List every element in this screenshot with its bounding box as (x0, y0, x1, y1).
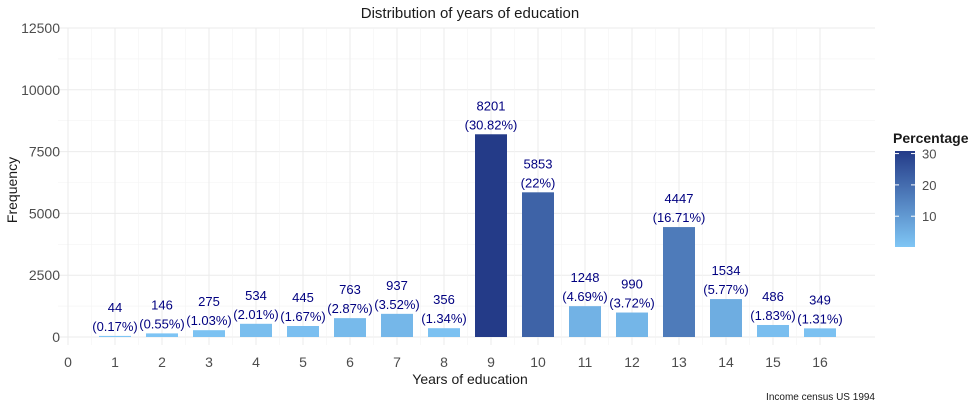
x-tick-label: 11 (578, 354, 593, 370)
bar-percent-label: (1.83%) (750, 308, 796, 323)
bar-percent-label: (1.31%) (797, 311, 843, 326)
chart-title: Distribution of years of education (361, 5, 579, 22)
legend-ticks: 10 20 30 (895, 147, 936, 224)
y-tick-label: 12500 (21, 20, 60, 36)
bar-11 (569, 306, 601, 337)
bar-percent-label: (1.34%) (421, 311, 467, 326)
y-tick-label: 5000 (29, 205, 60, 221)
bar-percent-label: (16.71%) (653, 210, 706, 225)
bar-percent-label: (5.77%) (703, 282, 749, 297)
legend-tick-label: 30 (922, 147, 936, 162)
bar-10 (522, 192, 554, 337)
bar-15 (757, 324, 789, 337)
x-tick-label: 0 (64, 354, 72, 370)
y-tick-label: 2500 (29, 267, 60, 283)
y-tick-label: 0 (52, 329, 60, 345)
bar-value-label: 990 (621, 277, 643, 292)
x-axis-title: Years of education (412, 371, 527, 387)
bar-16 (804, 328, 836, 337)
bar-value-label: 4447 (665, 191, 694, 206)
x-tick-label: 6 (346, 354, 354, 370)
x-tick-label: 14 (718, 354, 734, 370)
bar-1 (99, 335, 131, 337)
x-tick-label: 5 (299, 354, 307, 370)
bar-percent-label: (3.52%) (374, 297, 420, 312)
bar-value-label: 356 (433, 292, 455, 307)
bar-2 (146, 333, 178, 337)
x-tick-label: 13 (671, 354, 687, 370)
grid (58, 27, 875, 345)
bar-value-label: 937 (386, 278, 408, 293)
bar-value-label: 445 (292, 290, 314, 305)
legend-tick-label: 20 (922, 178, 936, 193)
bar-percent-label: (1.03%) (186, 313, 232, 328)
x-tick-label: 7 (393, 354, 401, 370)
x-tick-label: 10 (530, 354, 546, 370)
caption: Income census US 1994 (766, 392, 875, 403)
bar-value-label: 8201 (477, 98, 506, 113)
bar-4 (240, 323, 272, 337)
bar-value-label: 1534 (712, 263, 741, 278)
bar-value-label: 275 (198, 294, 220, 309)
bar-5 (287, 325, 319, 337)
x-tick-label: 4 (252, 354, 260, 370)
bar-value-label: 763 (339, 282, 361, 297)
bar-value-label: 1248 (571, 270, 600, 285)
x-tick-label: 12 (624, 354, 640, 370)
bar-value-label: 534 (245, 288, 267, 303)
bar-8 (428, 328, 460, 337)
legend: Percentage 10 20 30 (893, 130, 969, 247)
y-tick-label: 7500 (29, 144, 60, 160)
x-tick-label: 1 (111, 354, 119, 370)
bar-percent-label: (22%) (521, 175, 556, 190)
bar-percent-label: (4.69%) (562, 289, 608, 304)
bar-14 (710, 299, 742, 337)
x-tick-label: 8 (440, 354, 448, 370)
bar-value-label: 349 (809, 292, 831, 307)
legend-title: Percentage (893, 130, 969, 146)
bar-9 (475, 134, 507, 337)
bar-percent-label: (1.67%) (280, 309, 326, 324)
bar-percent-label: (30.82%) (465, 117, 518, 132)
legend-colorbar (895, 151, 915, 247)
bar-percent-label: (3.72%) (609, 296, 655, 311)
bar-value-label: 146 (151, 297, 173, 312)
y-axis-title: Frequency (4, 157, 20, 223)
x-tick-label: 15 (765, 354, 781, 370)
x-tick-label: 16 (812, 354, 828, 370)
x-tick-label: 9 (487, 354, 495, 370)
y-tick-label: 10000 (21, 82, 60, 98)
bar-percent-label: (2.01%) (233, 307, 279, 322)
bars (99, 134, 836, 337)
bar-7 (381, 313, 413, 337)
bar-percent-label: (0.55%) (139, 316, 185, 331)
bar-value-label: 486 (762, 289, 784, 304)
bar-value-label: 44 (108, 300, 122, 315)
bar-labels: 44 (0.17%) 146 (0.55%) 275 (1.03%) 534 (2.01%) 4… (92, 98, 843, 334)
legend-tick-label: 10 (922, 209, 936, 224)
bar-13 (663, 227, 695, 337)
bar-12 (616, 312, 648, 337)
x-tick-label: 3 (205, 354, 213, 370)
bar-3 (193, 330, 225, 337)
bar-percent-label: (2.87%) (327, 301, 373, 316)
bar-percent-label: (0.17%) (92, 319, 138, 334)
bar-value-label: 5853 (524, 156, 553, 171)
bar-6 (334, 318, 366, 337)
x-tick-label: 2 (158, 354, 166, 370)
